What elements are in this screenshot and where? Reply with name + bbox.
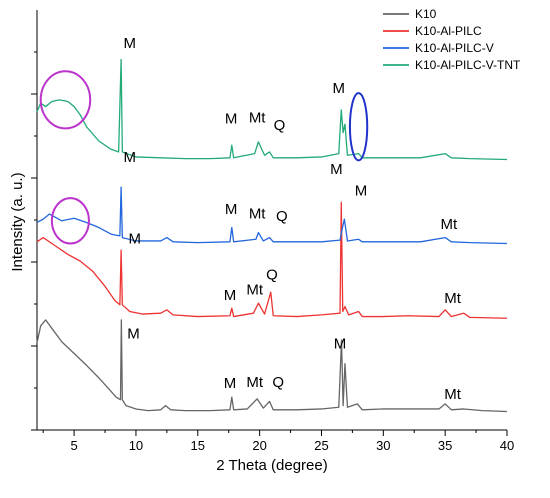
- legend: K10 K10-Al-PILC K10-Al-PILC-V K10-Al-PILC-V…: [383, 7, 521, 72]
- legend-label: K10: [415, 7, 437, 21]
- highlight-ellipse-1: [39, 70, 92, 130]
- peak-label: M: [124, 35, 137, 52]
- peak-label: Mt: [444, 290, 461, 307]
- x-tick-label: 20: [252, 438, 266, 453]
- legend-label: K10-Al-PILC-V-TNT: [415, 58, 521, 72]
- peak-label: M: [225, 201, 238, 218]
- peak-label: Mt: [249, 205, 266, 222]
- peak-label: Mt: [246, 282, 263, 299]
- series-line-3: [36, 186, 508, 245]
- x-tick-label: 30: [376, 438, 390, 453]
- peak-label: M: [334, 335, 347, 352]
- x-tick-label: 40: [500, 438, 514, 453]
- x-tick-label: 25: [314, 438, 328, 453]
- highlight-ellipse-2: [348, 92, 369, 162]
- peak-label: M: [330, 161, 343, 178]
- x-tick-label: 35: [438, 438, 452, 453]
- legend-label: K10-Al-PILC-V: [415, 41, 494, 55]
- x-tick-label: 15: [191, 438, 205, 453]
- highlight-ellipse-3: [50, 197, 90, 245]
- peak-label: Mt: [444, 386, 461, 403]
- peak-label: M: [355, 183, 368, 200]
- x-tick-label: 5: [70, 438, 77, 453]
- peak-label: Q: [266, 267, 278, 284]
- peak-label: Q: [272, 374, 284, 391]
- x-tick-label: 10: [129, 438, 143, 453]
- series-line-2: [36, 201, 508, 319]
- y-ticks: [31, 51, 37, 431]
- peak-label: Mt: [249, 110, 266, 127]
- legend-label: K10-Al-PILC: [415, 24, 482, 38]
- peak-label: M: [127, 325, 140, 342]
- peak-label: M: [128, 230, 141, 247]
- highlight-layer: [39, 70, 369, 245]
- x-axis-title: 2 Theta (degree): [216, 457, 327, 474]
- series-line-1: [36, 319, 508, 413]
- x-ticks: 5 10 15 20 25 30 35 40: [42, 430, 514, 453]
- series-layer: [36, 58, 508, 413]
- peak-label: Mt: [246, 374, 263, 391]
- peak-label: M: [225, 110, 238, 127]
- peak-label: M: [124, 149, 137, 166]
- y-axis-title: Intensity (a. u.): [9, 172, 26, 271]
- peak-label: Mt: [441, 216, 458, 233]
- peak-label: M: [333, 80, 346, 97]
- peak-label: M: [224, 287, 237, 304]
- series-line-4: [36, 58, 508, 161]
- peak-label: M: [224, 375, 237, 392]
- peak-label: Q: [276, 208, 288, 225]
- peak-label: Q: [274, 117, 286, 134]
